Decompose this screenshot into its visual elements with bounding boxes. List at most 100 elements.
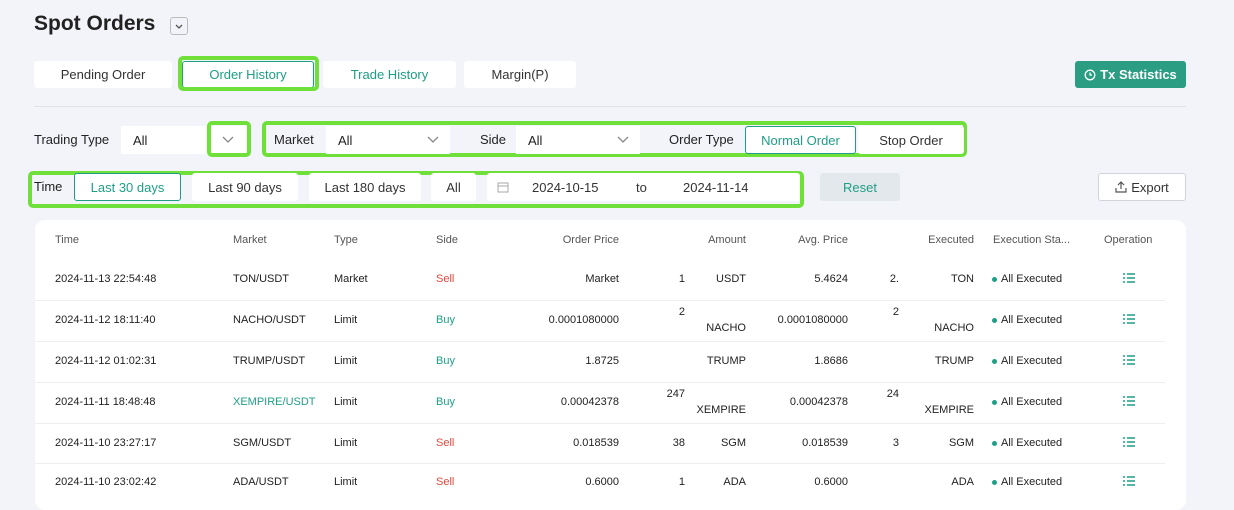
row-divider [35, 299, 1165, 301]
amount: 247 [666, 388, 685, 400]
orders-table: Time Market Type Side Order Price Amount Avg. … [35, 220, 1186, 510]
time-range[interactable]: All [431, 173, 476, 201]
side: Sell [436, 273, 455, 285]
row-divider [35, 381, 1165, 383]
details-icon[interactable] [1122, 395, 1136, 407]
chevron [175, 24, 183, 29]
time: 2024-11-13 22:54:48 [55, 273, 157, 285]
amount: 1 [678, 476, 685, 488]
export-button[interactable]: Export [1098, 173, 1186, 201]
tab[interactable]: Pending Order [34, 61, 172, 88]
executed-unit: ADA [951, 476, 974, 488]
order-type-option[interactable]: Stop Order [858, 126, 964, 154]
market: TON/USDT [233, 273, 290, 285]
status-dot [992, 480, 997, 485]
column-header: Operation [1104, 234, 1153, 246]
date-separator: to [636, 180, 647, 195]
column-header: Order Price [562, 234, 619, 246]
order-price: 0.018539 [573, 437, 619, 449]
select-value: All [133, 132, 148, 148]
time-range[interactable]: Last 90 days [192, 173, 298, 201]
status: All Executed [992, 355, 1062, 367]
filter-label: Market [274, 132, 314, 147]
status: All Executed [992, 476, 1062, 488]
market: NACHO/USDT [233, 314, 306, 326]
avg-price: 0.6000 [814, 476, 848, 488]
type: Limit [334, 437, 358, 449]
order-price: Market [585, 273, 619, 285]
row-divider [35, 422, 1165, 424]
type: Limit [334, 396, 358, 408]
select-value: All [528, 132, 543, 148]
order-price: 0.00042378 [560, 396, 619, 408]
time: 2024-11-12 01:02:31 [55, 355, 157, 367]
side: Buy [436, 314, 455, 326]
clock-icon [1084, 69, 1096, 80]
amount-unit: SGM [720, 437, 746, 449]
order-price: 0.6000 [585, 476, 619, 488]
order-price: 1.8725 [585, 355, 619, 367]
filter-label: Order Type [669, 132, 734, 147]
tx-statistics-button[interactable]: Tx Statistics [1075, 61, 1186, 88]
side: Sell [436, 437, 455, 449]
market-select[interactable]: All [326, 126, 450, 154]
side-select[interactable]: All [516, 126, 640, 154]
column-header: Avg. Price [798, 234, 848, 246]
time: 2024-11-12 18:11:40 [55, 314, 156, 326]
amount: 2 [678, 306, 685, 318]
market: XEMPIRE/USDT [233, 396, 316, 408]
column-header: Market [233, 234, 267, 246]
details-icon[interactable] [1122, 436, 1136, 448]
reset-button[interactable]: Reset [820, 173, 900, 201]
title-dropdown[interactable] [170, 17, 188, 35]
tab[interactable]: Trade History [323, 61, 456, 88]
column-header: Amount [708, 234, 746, 246]
executed: 2. [889, 273, 899, 285]
order-price: 0.0001080000 [548, 314, 619, 326]
avg-price: 5.4624 [814, 273, 848, 285]
trading-type-select[interactable]: All [121, 126, 249, 154]
amount-unit: XEMPIRE [696, 404, 746, 416]
market: SGM/USDT [233, 437, 292, 449]
details-icon[interactable] [1122, 272, 1136, 284]
avg-price: 0.00042378 [789, 396, 848, 408]
status-dot [992, 441, 997, 446]
details-icon[interactable] [1122, 354, 1136, 366]
column-header: Type [334, 234, 358, 246]
column-header: Executed [928, 234, 974, 246]
market: TRUMP/USDT [233, 355, 306, 367]
type: Limit [334, 355, 358, 367]
tab-active[interactable]: Order History [182, 61, 314, 88]
side: Sell [436, 476, 455, 488]
chevron [617, 136, 629, 143]
executed: 2 [892, 306, 899, 318]
order-type-active[interactable]: Normal Order [745, 126, 856, 154]
side: Buy [436, 396, 455, 408]
executed-unit: NACHO [934, 322, 974, 334]
market: ADA/USDT [233, 476, 289, 488]
page: Spot Orders Pending Order Order History … [28, 12, 1186, 510]
divider [34, 106, 1186, 107]
avg-price: 0.0001080000 [777, 314, 848, 326]
start-date: 2024-10-15 [532, 180, 599, 195]
status: All Executed [992, 314, 1062, 326]
highlight-box [207, 121, 251, 157]
filter-label: Trading Type [34, 132, 110, 147]
details-icon[interactable] [1122, 313, 1136, 325]
side: Buy [436, 355, 455, 367]
date-range[interactable]: 2024-10-15 to 2024-11-14 [487, 173, 800, 201]
type: Limit [334, 314, 358, 326]
tab[interactable]: Margin(P) [464, 61, 576, 88]
time-range[interactable]: Last 180 days [309, 173, 421, 201]
executed: 3 [892, 437, 899, 449]
avg-price: 1.8686 [814, 355, 848, 367]
column-header: Time [55, 234, 80, 246]
details-icon[interactable] [1122, 475, 1136, 487]
status: All Executed [992, 396, 1062, 408]
chevron [427, 136, 439, 143]
time: 2024-11-11 18:48:48 [55, 396, 156, 408]
status-dot [992, 359, 997, 364]
export-icon [1115, 181, 1127, 193]
time-range-active[interactable]: Last 30 days [74, 173, 181, 201]
status: All Executed [992, 273, 1062, 285]
